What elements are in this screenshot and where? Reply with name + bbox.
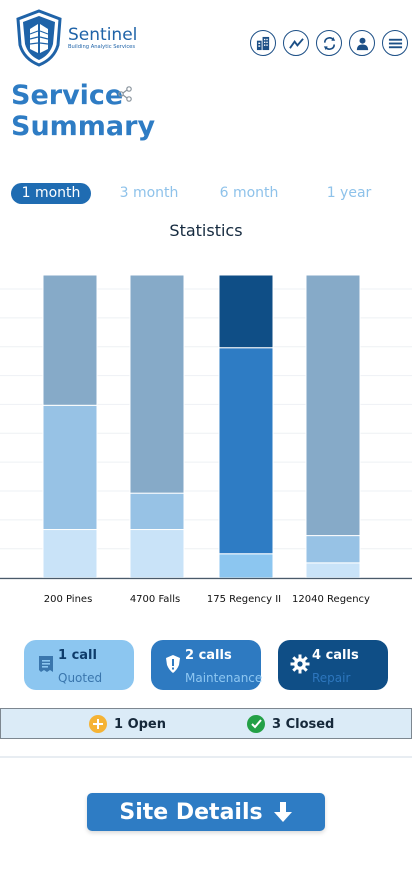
bar-segment xyxy=(219,554,273,578)
chart-x-labels: 200 Pines 4700 Falls 175 Regency II 12040 R… xyxy=(0,594,412,608)
bar-segment xyxy=(306,563,360,578)
page-title-line-1: Service xyxy=(11,80,155,111)
user-icon[interactable] xyxy=(349,30,375,56)
maintenance-calls-card[interactable]: 2 calls Maintenance xyxy=(151,640,261,690)
x-tick-label: 4700 Falls xyxy=(130,594,180,605)
gear-icon xyxy=(290,654,310,674)
open-status[interactable]: 1 Open xyxy=(89,715,166,733)
share-icon[interactable] xyxy=(117,86,133,102)
brand-name: Sentinel xyxy=(68,26,137,44)
service-chart xyxy=(0,260,412,600)
x-tick-label: 200 Pines xyxy=(44,594,93,605)
header-actions xyxy=(250,30,408,56)
brand-tagline: Building Analytic Services xyxy=(68,44,137,50)
stacked-bar-chart xyxy=(0,260,412,600)
repair-label: Repair xyxy=(312,671,350,685)
bar-segment xyxy=(306,275,360,536)
repair-count: 4 calls xyxy=(312,648,359,663)
arrow-down-icon xyxy=(273,801,293,823)
receipt-icon xyxy=(36,654,56,674)
closed-count: 3 Closed xyxy=(272,717,334,732)
tab-3-month[interactable]: 3 month xyxy=(107,183,191,204)
site-details-button[interactable]: Site Details xyxy=(87,793,325,831)
bar-segment xyxy=(43,405,97,529)
bar-segment xyxy=(130,530,184,578)
check-icon xyxy=(247,715,265,733)
statistics-title: Statistics xyxy=(0,221,412,240)
bar-segment xyxy=(306,536,360,563)
page-title-line-2: Summary xyxy=(11,111,155,142)
shield-alert-icon xyxy=(163,654,183,674)
repair-calls-card[interactable]: 4 calls Repair xyxy=(278,640,388,690)
bar-segment xyxy=(130,493,184,529)
x-tick-label: 12040 Regency xyxy=(292,594,370,605)
sentinel-logo[interactable]: Sentinel Building Analytic Services xyxy=(14,8,154,68)
page-title: Service Summary xyxy=(11,80,155,142)
bar-segment xyxy=(219,348,273,554)
closed-status[interactable]: 3 Closed xyxy=(247,715,334,733)
quoted-count: 1 call xyxy=(58,648,97,663)
plus-icon xyxy=(89,715,107,733)
maintenance-count: 2 calls xyxy=(185,648,232,663)
tab-1-year[interactable]: 1 year xyxy=(311,183,387,204)
bar-segment xyxy=(219,275,273,348)
site-details-label: Site Details xyxy=(119,800,262,825)
period-tabs: 1 month 3 month 6 month 1 year xyxy=(11,183,401,205)
status-bar: 1 Open 3 Closed xyxy=(0,708,412,739)
buildings-icon[interactable] xyxy=(250,30,276,56)
open-count: 1 Open xyxy=(114,717,166,732)
section-divider xyxy=(0,756,412,758)
tab-1-month[interactable]: 1 month xyxy=(11,183,91,204)
menu-icon[interactable] xyxy=(382,30,408,56)
bar-segment xyxy=(43,275,97,405)
maintenance-label: Maintenance xyxy=(185,671,262,685)
refresh-icon[interactable] xyxy=(316,30,342,56)
trend-icon[interactable] xyxy=(283,30,309,56)
bar-segment xyxy=(130,275,184,493)
quoted-label: Quoted xyxy=(58,671,102,685)
shield-logo-icon xyxy=(14,9,64,67)
tab-6-month[interactable]: 6 month xyxy=(207,183,291,204)
bar-segment xyxy=(43,530,97,578)
quoted-calls-card[interactable]: 1 call Quoted xyxy=(24,640,134,690)
x-tick-label: 175 Regency II xyxy=(207,594,281,605)
